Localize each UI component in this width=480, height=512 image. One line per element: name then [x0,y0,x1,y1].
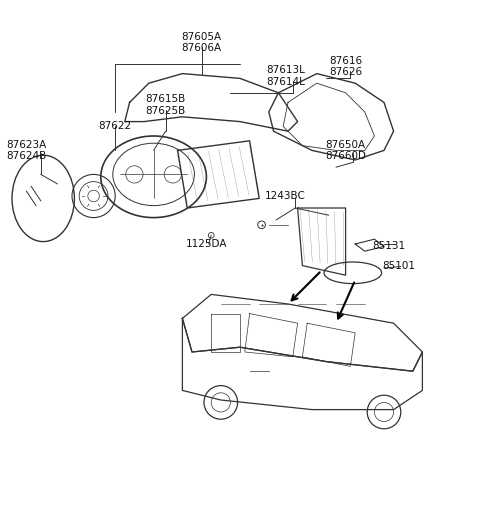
Text: 87613L
87614L: 87613L 87614L [266,65,305,87]
Text: 87605A
87606A: 87605A 87606A [181,32,222,53]
Text: 87623A
87624B: 87623A 87624B [6,140,47,161]
Text: 1243BC: 1243BC [265,191,306,201]
Text: 85131: 85131 [372,241,406,251]
Text: 87650A
87660D: 87650A 87660D [325,140,366,161]
Text: 87615B
87625B: 87615B 87625B [145,94,186,116]
Text: 1125DA: 1125DA [186,239,227,249]
Text: 87616
87626: 87616 87626 [329,56,362,77]
Text: 87622: 87622 [98,121,132,132]
Text: 85101: 85101 [382,261,415,271]
